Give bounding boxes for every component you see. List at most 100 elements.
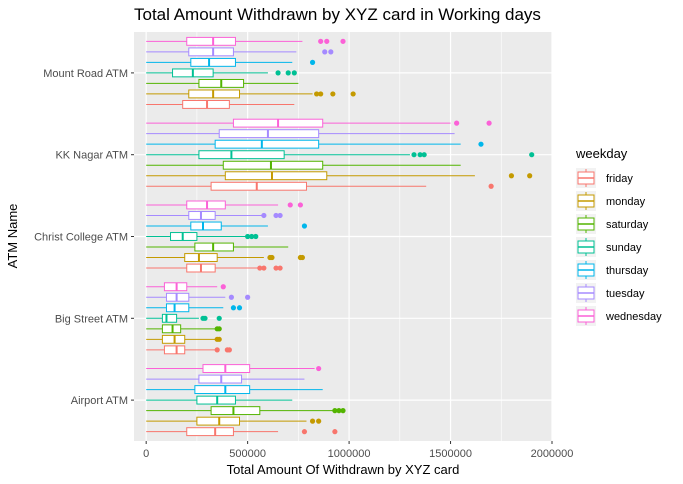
box-outlier: [332, 408, 338, 414]
box-outlier: [478, 141, 484, 147]
box-outlier: [508, 173, 515, 179]
box-outlier: [214, 347, 220, 353]
legend-label: tuesday: [606, 288, 645, 300]
box-iqr: [190, 221, 222, 231]
y-tick-label: Big Street ATM: [55, 313, 128, 325]
box-iqr: [198, 150, 285, 160]
legend-label: wednesday: [605, 311, 662, 323]
box-outlier: [275, 70, 281, 76]
box-series: [146, 36, 535, 437]
x-tick-label: 1000000: [328, 448, 371, 460]
chart-title: Total Amount Withdrawn by XYZ card in Wo…: [134, 5, 541, 24]
box-outlier: [257, 265, 263, 271]
box-outlier: [253, 233, 259, 240]
box-iqr: [163, 345, 186, 355]
y-tick-label: Airport ATM: [71, 395, 128, 407]
box-outlier: [340, 408, 346, 414]
x-tick-label: 0: [143, 448, 149, 460]
box-outlier: [216, 315, 222, 321]
box-outlier: [216, 326, 222, 332]
box-iqr: [184, 253, 218, 262]
y-tick-label: KK Nagar ATM: [55, 150, 128, 162]
series-friday: [146, 100, 494, 437]
box-outlier: [529, 152, 535, 158]
box-outlier: [324, 38, 330, 44]
box-outlier: [277, 212, 283, 219]
box-outlier: [299, 254, 306, 261]
box-outlier: [328, 49, 334, 55]
box-outlier: [318, 38, 324, 44]
box-outlier: [226, 347, 232, 353]
box-iqr: [186, 36, 236, 46]
box-iqr: [161, 324, 182, 334]
box-outlier: [488, 183, 494, 189]
y-tick-label: Mount Road ATM: [43, 68, 128, 80]
legend-item-sunday: sunday: [576, 237, 642, 257]
series-tuesday: [146, 47, 455, 384]
box-iqr: [194, 385, 251, 395]
box-outlier: [322, 49, 328, 55]
box-outlier: [309, 59, 316, 65]
box-outlier: [236, 305, 243, 311]
box-iqr: [210, 181, 307, 191]
box-outlier: [301, 223, 308, 229]
box-iqr: [186, 427, 234, 437]
box-outlier: [314, 91, 320, 97]
box-outlier: [277, 265, 283, 271]
box-iqr: [210, 406, 261, 416]
y-axis-title: ATM Name: [5, 204, 20, 269]
box-outlier: [316, 418, 322, 424]
series-thursday: [146, 57, 484, 395]
legend-label: sunday: [606, 242, 642, 254]
box-iqr: [196, 416, 241, 426]
x-axis: 0 500000 1000000 1500000 2000000: [143, 441, 573, 460]
box-outlier: [273, 265, 279, 271]
box-outlier: [421, 152, 427, 158]
box-outlier: [330, 91, 336, 97]
box-outlier: [316, 365, 322, 372]
box-outlier: [273, 212, 279, 219]
legend-item-thursday: thursday: [576, 260, 649, 280]
x-tick-label: 2000000: [531, 448, 574, 460]
box-outlier: [340, 38, 346, 44]
box-outlier: [411, 152, 417, 158]
box-outlier: [287, 202, 293, 208]
box-iqr: [188, 47, 234, 57]
box-outlier: [216, 336, 222, 342]
box-outlier: [245, 233, 251, 240]
box-iqr: [190, 57, 236, 67]
legend: weekday friday monday saturday sunday thursd…: [575, 146, 662, 326]
box-iqr: [161, 334, 186, 344]
box-outlier: [527, 173, 533, 179]
box-outlier: [301, 429, 308, 435]
legend-item-wednesday: wednesday: [576, 306, 662, 326]
box-outlier: [309, 418, 316, 424]
y-axis: Mount Road ATM KK Nagar ATM Christ College…: [34, 68, 134, 407]
series-monday: [146, 89, 533, 426]
legend-item-monday: monday: [576, 191, 646, 211]
box-iqr: [198, 374, 243, 384]
legend-label: friday: [606, 173, 633, 185]
box-outlier: [417, 152, 423, 158]
series-sunday: [146, 68, 535, 405]
box-iqr: [188, 211, 216, 220]
box-outlier: [269, 254, 275, 261]
x-tick-label: 500000: [229, 448, 266, 460]
box-iqr: [196, 395, 236, 405]
legend-item-saturday: saturday: [576, 214, 649, 234]
box-iqr: [161, 313, 178, 323]
x-axis-title: Total Amount Of Withdrawn by XYZ card: [227, 462, 460, 477]
box-iqr: [194, 242, 234, 252]
box-outlier: [285, 70, 291, 76]
box-outlier: [291, 70, 297, 76]
legend-label: monday: [606, 196, 646, 208]
legend-label: thursday: [606, 265, 649, 277]
legend-title: weekday: [575, 146, 628, 161]
box-outlier: [202, 315, 208, 321]
box-outlier: [454, 120, 460, 126]
box-outlier: [230, 305, 237, 311]
box-iqr: [165, 292, 190, 302]
legend-item-friday: friday: [576, 168, 633, 188]
box-outlier: [318, 91, 324, 97]
